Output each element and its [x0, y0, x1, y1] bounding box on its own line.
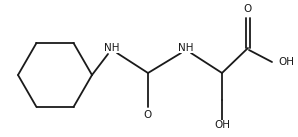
- Text: NH: NH: [178, 43, 194, 53]
- Text: O: O: [144, 110, 152, 120]
- Text: O: O: [244, 4, 252, 14]
- Text: OH: OH: [278, 57, 294, 67]
- Text: NH: NH: [104, 43, 120, 53]
- Text: OH: OH: [214, 120, 230, 130]
